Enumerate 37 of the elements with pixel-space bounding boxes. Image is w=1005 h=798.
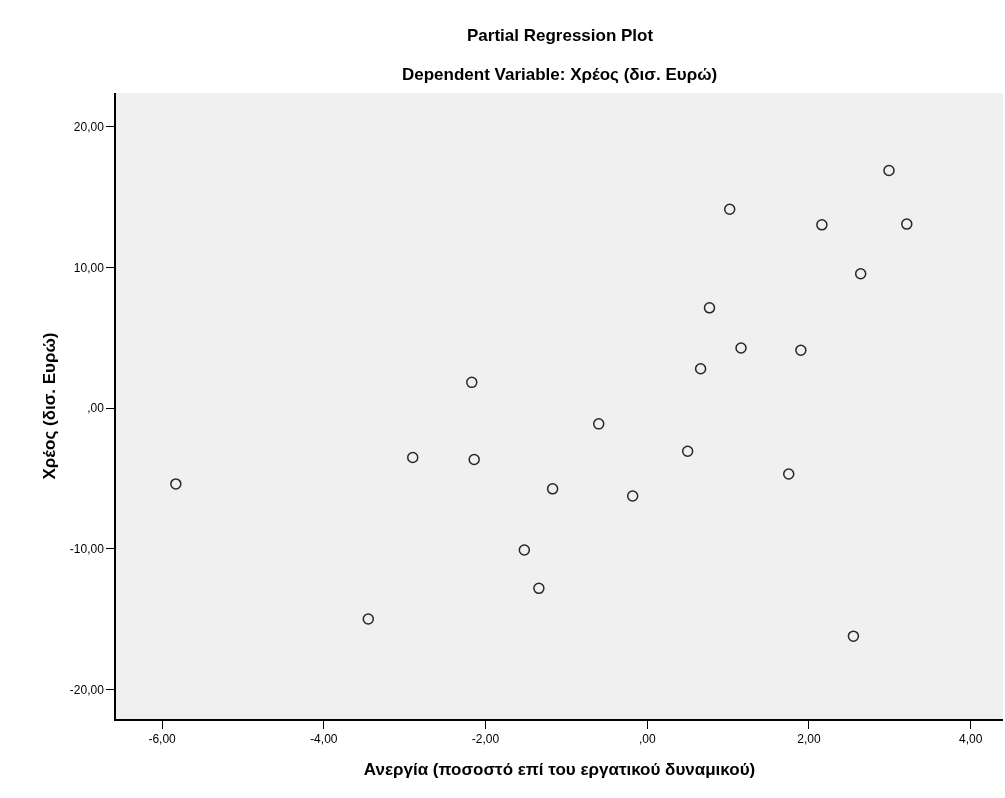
point xyxy=(546,483,559,495)
point xyxy=(703,302,716,314)
point xyxy=(883,164,895,177)
point xyxy=(626,490,639,502)
point xyxy=(723,203,736,215)
x-tick-label: -2,00 xyxy=(471,732,500,747)
x-tick-label: 2,00 xyxy=(797,732,821,747)
y-tick-label: -20,00 xyxy=(69,682,105,697)
x-tick-label: -4,00 xyxy=(310,732,338,747)
chart-title: Partial Regression Plot xyxy=(467,26,654,45)
y-axis-title: Χρέος (δισ. Ευρώ) xyxy=(39,332,59,480)
point xyxy=(847,630,860,642)
x-tick-label: ,00 xyxy=(638,732,656,747)
point xyxy=(735,342,747,354)
point xyxy=(694,362,707,375)
point xyxy=(533,582,545,595)
point xyxy=(795,344,807,357)
point xyxy=(782,468,795,480)
x-axis-title: Ανεργία (ποσοστό επί του εργατικού δυναμικού) xyxy=(363,760,756,780)
point xyxy=(518,544,531,556)
point xyxy=(592,418,605,430)
y-tick-label: -10,00 xyxy=(69,541,105,556)
point xyxy=(466,376,478,389)
x-tick-label: 4,00 xyxy=(958,732,983,747)
point xyxy=(170,478,182,490)
point xyxy=(406,451,419,464)
point xyxy=(854,268,867,280)
chart-subtitle: Dependent Variable: Χρέος (δισ. Ευρώ) xyxy=(402,65,718,84)
point xyxy=(901,218,913,230)
point xyxy=(468,453,480,466)
y-tick-label: 20,00 xyxy=(73,119,105,134)
y-tick-label: ,00 xyxy=(87,401,105,416)
y-tick-label: 10,00 xyxy=(73,260,105,275)
point xyxy=(681,445,694,458)
point xyxy=(362,613,375,625)
point xyxy=(816,219,828,231)
x-tick-label: -6,00 xyxy=(148,732,177,747)
